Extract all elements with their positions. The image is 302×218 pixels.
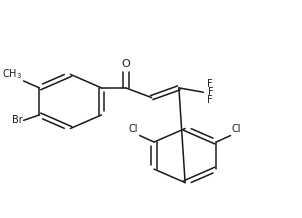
Text: Cl: Cl xyxy=(129,124,138,135)
Text: Cl: Cl xyxy=(232,124,242,135)
Text: F: F xyxy=(207,95,212,106)
Text: Br: Br xyxy=(12,115,22,125)
Text: O: O xyxy=(121,59,130,69)
Text: F: F xyxy=(207,79,212,89)
Text: CH$_3$: CH$_3$ xyxy=(2,67,22,80)
Text: F: F xyxy=(208,87,214,97)
